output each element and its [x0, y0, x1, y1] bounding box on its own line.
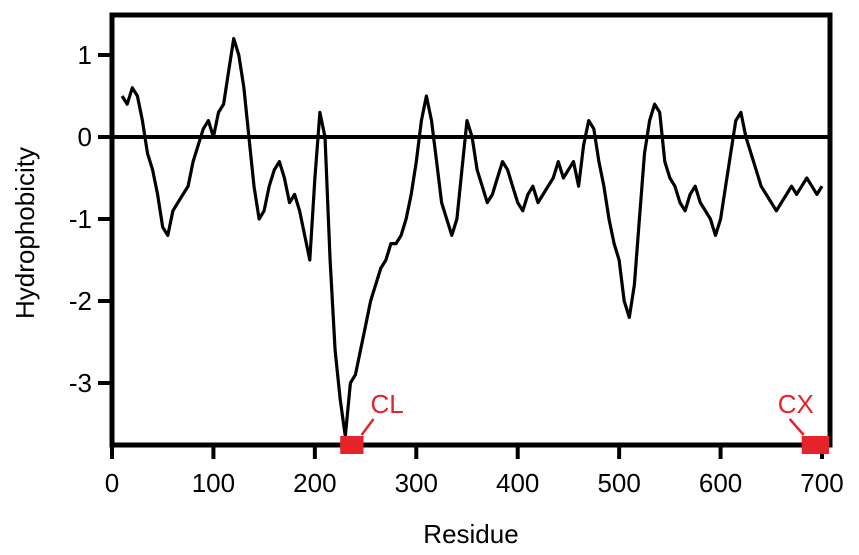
annotations: CL CX — [340, 389, 830, 454]
x-tick-label: 600 — [699, 468, 742, 498]
y-tick-label: -1 — [69, 204, 92, 234]
x-axis-title: Residue — [423, 519, 518, 549]
domain-bar-cl — [340, 436, 364, 454]
y-tick-label: 0 — [78, 122, 92, 152]
x-tick-label: 0 — [105, 468, 119, 498]
axis-ticks: 0 100 200 300 400 500 600 700 1 0 -1 -2 -3 — [69, 40, 844, 498]
domain-bar-cx — [801, 436, 830, 454]
y-axis-title: Hydrophobicity — [10, 147, 40, 319]
y-tick-label: -3 — [69, 368, 92, 398]
domain-label-cx: CX — [778, 389, 814, 419]
x-tick-label: 700 — [800, 468, 843, 498]
hydrophobicity-line — [120, 37, 824, 438]
x-tick-label: 300 — [395, 468, 438, 498]
x-tick-label: 400 — [496, 468, 539, 498]
y-tick-label: 1 — [78, 40, 92, 70]
plot-frame — [109, 12, 833, 448]
x-tick-label: 200 — [293, 468, 336, 498]
domain-leader-cx — [788, 418, 805, 436]
domain-leader-cl — [360, 418, 375, 436]
x-tick-label: 500 — [597, 468, 640, 498]
domain-label-cl: CL — [371, 389, 404, 419]
x-tick-label: 100 — [192, 468, 235, 498]
y-tick-label: -2 — [69, 286, 92, 316]
